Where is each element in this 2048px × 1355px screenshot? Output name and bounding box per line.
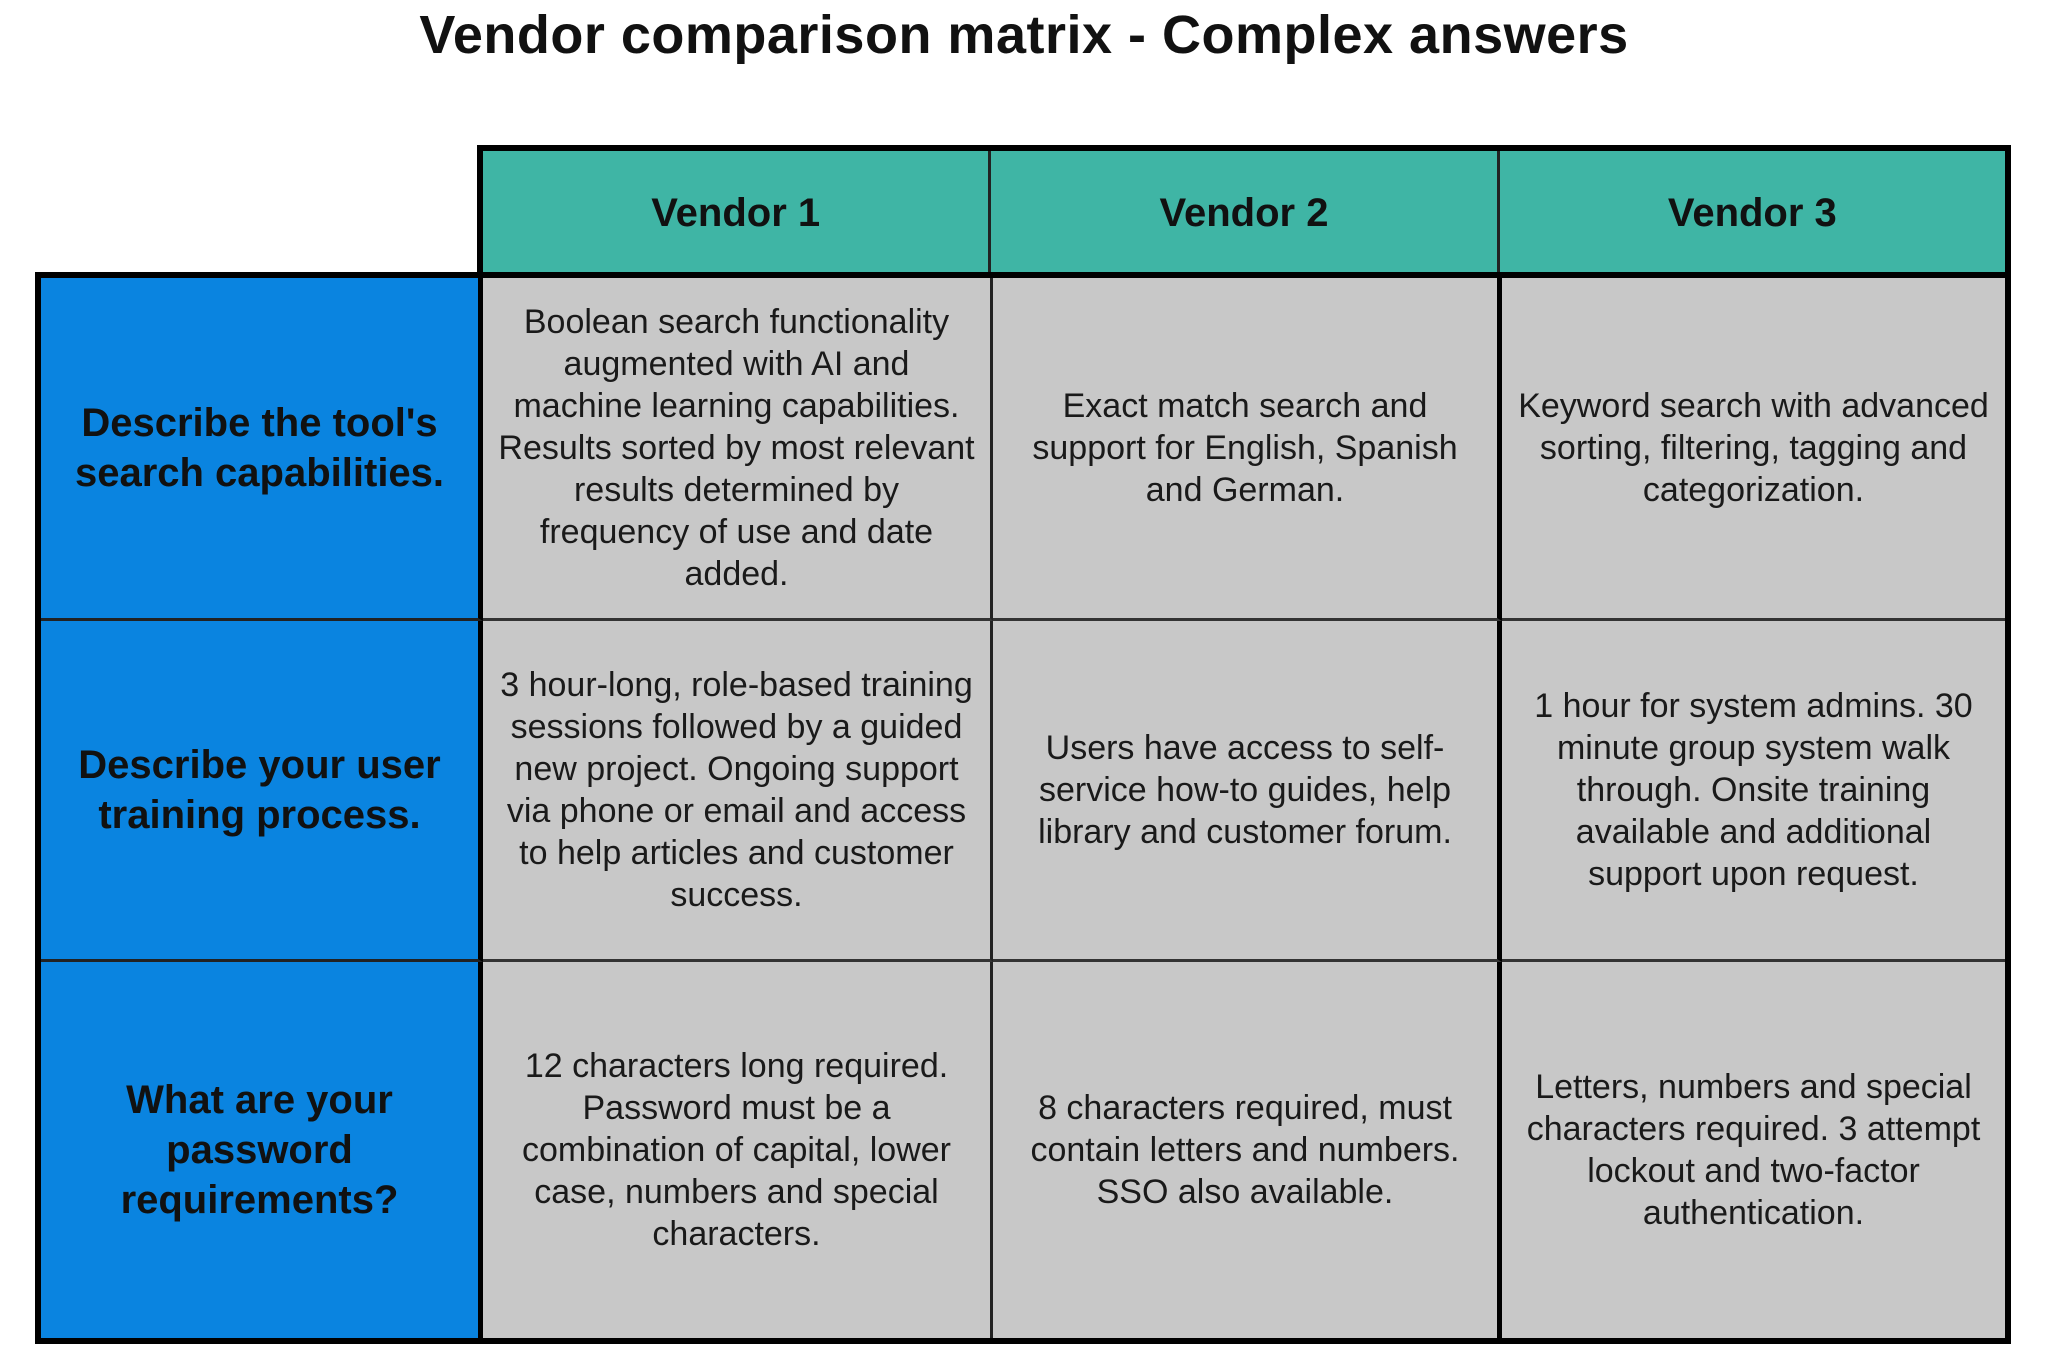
vendor-header-row: Vendor 1 Vendor 2 Vendor 3 (477, 145, 2011, 275)
table-cell: Exact match search and support for Engli… (993, 278, 1502, 621)
table-cell: 12 characters long required. Password mu… (483, 962, 993, 1338)
row-label-search: Describe the tool's search capabilities. (41, 278, 483, 621)
table-cell: 8 characters required, must contain lett… (993, 962, 1502, 1338)
comparison-table: Describe the tool's search capabilities.… (35, 272, 2011, 1344)
table-cell: 3 hour-long, role-based training session… (483, 621, 993, 962)
table-cell: Boolean search functionality augmented w… (483, 278, 993, 621)
header-vendor-2: Vendor 2 (991, 151, 1500, 275)
header-vendor-1: Vendor 1 (483, 151, 992, 275)
table-cell: Letters, numbers and special characters … (1502, 962, 2005, 1338)
row-label-password: What are your password requirements? (41, 962, 483, 1338)
table-cell: 1 hour for system admins. 30 minute grou… (1502, 621, 2005, 962)
page-title: Vendor comparison matrix - Complex answe… (419, 5, 1629, 65)
table-cell: Users have access to self-service how-to… (993, 621, 1502, 962)
row-label-training: Describe your user training process. (41, 621, 483, 962)
table-cell: Keyword search with advanced sorting, fi… (1502, 278, 2005, 621)
header-vendor-3: Vendor 3 (1499, 151, 2005, 275)
